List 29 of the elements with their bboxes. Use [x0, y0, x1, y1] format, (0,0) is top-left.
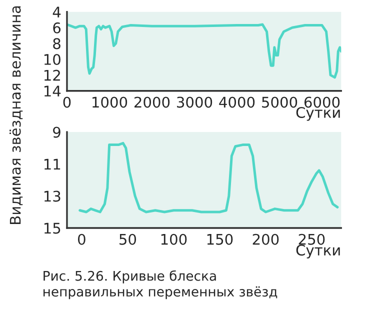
- x-tick-label: 4000: [219, 96, 255, 108]
- x-tick-label: 200: [252, 234, 279, 245]
- text: Рис. 5.26. Кривые блеска неправильных переменных звёзд: [44, 270, 278, 300]
- x-tick-label: 0: [63, 96, 71, 108]
- x-tick-label: 3000: [177, 96, 212, 108]
- y-tick-label: 10: [44, 54, 60, 66]
- y-tick-label: 9: [53, 126, 60, 138]
- x-tick-label: 100: [161, 234, 187, 245]
- x-tick-label: 6000: [304, 96, 340, 108]
- x-tick-label: 250: [298, 234, 325, 245]
- x-axis-title: Сутки: [296, 106, 340, 121]
- y-axis-title: Видимая звёздная величина: [10, 6, 23, 224]
- x-tick-label: 150: [207, 234, 233, 245]
- y-tick-label: 11: [44, 158, 60, 170]
- x-axis-title: Сутки: [296, 244, 340, 258]
- y-tick-label: 12: [44, 70, 60, 81]
- y-tick-label: 6: [53, 22, 60, 34]
- y-tick-label: 15: [44, 222, 60, 234]
- y-tick-label: 8: [53, 38, 60, 50]
- line-series: [78, 142, 339, 214]
- y-tick-label: 4: [52, 6, 61, 18]
- y-tick-label: 13: [44, 190, 60, 202]
- x-tick-label: 2000: [134, 96, 170, 108]
- x-tick-label: 50: [120, 234, 136, 245]
- x-tick-label: 5000: [262, 96, 298, 108]
- x-tick-label: 1000: [92, 96, 128, 108]
- x-tick-label: 0: [78, 234, 86, 245]
- y-tick-label: 14: [44, 86, 61, 96]
- line-series: [66, 23, 342, 79]
